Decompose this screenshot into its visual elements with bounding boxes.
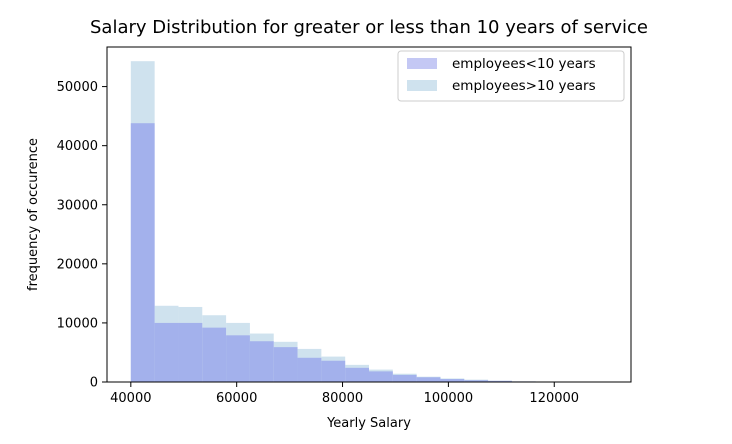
bar-series-0-bin-13 [440, 379, 465, 382]
chart-title: Salary Distribution for greater or less … [90, 17, 648, 38]
bar-series-0-bin-10 [369, 371, 393, 382]
bar-series-0-bin-1 [154, 322, 179, 382]
bar-series-0-bin-12 [416, 377, 441, 382]
x-axis-label: Yearly Salary [326, 416, 411, 431]
bar-series-0-bin-6 [273, 347, 298, 382]
bar-series-0-bin-15 [488, 380, 512, 382]
x-tick-label: 40000 [110, 391, 151, 406]
x-tick-label: 120000 [529, 391, 579, 406]
y-axis-ticks: 0 10000 20000 30000 40000 50000 [57, 80, 107, 391]
legend-swatch-0 [407, 58, 437, 69]
y-tick-label: 40000 [57, 139, 98, 154]
y-tick-label: 0 [90, 376, 98, 391]
y-tick-label: 10000 [57, 316, 98, 331]
legend-box [397, 50, 625, 102]
x-tick-label: 100000 [424, 391, 474, 406]
bar-series-0-bin-14 [464, 380, 489, 382]
bar-series-0-bin-4 [226, 335, 250, 382]
legend: employees<10 years employees>10 years [397, 50, 625, 102]
bar-series-0-bin-8 [321, 360, 346, 382]
y-tick-label: 50000 [57, 80, 98, 95]
bar-series-0-bin-2 [178, 322, 203, 382]
bars-group [130, 61, 608, 383]
plot-frame [106, 46, 632, 383]
y-tick-label: 30000 [57, 198, 98, 213]
x-axis-ticks: 40000 60000 80000 100000 120000 [110, 382, 579, 406]
y-tick-label: 20000 [57, 257, 98, 272]
x-tick-label: 60000 [216, 391, 257, 406]
bar-series-0-bin-5 [249, 341, 274, 382]
legend-swatch-1 [407, 80, 437, 91]
bar-series-0-bin-3 [202, 327, 227, 382]
legend-label-1: employees>10 years [452, 78, 596, 94]
legend-label-0: employees<10 years [452, 56, 596, 72]
bar-series-0-bin-11 [392, 374, 417, 382]
y-axis-label: frequency of occurence [26, 138, 41, 291]
bar-series-0-bin-9 [345, 367, 369, 382]
x-tick-label: 80000 [322, 391, 363, 406]
bar-series-0-bin-0 [130, 123, 155, 383]
bar-series-0-bin-7 [297, 357, 322, 382]
